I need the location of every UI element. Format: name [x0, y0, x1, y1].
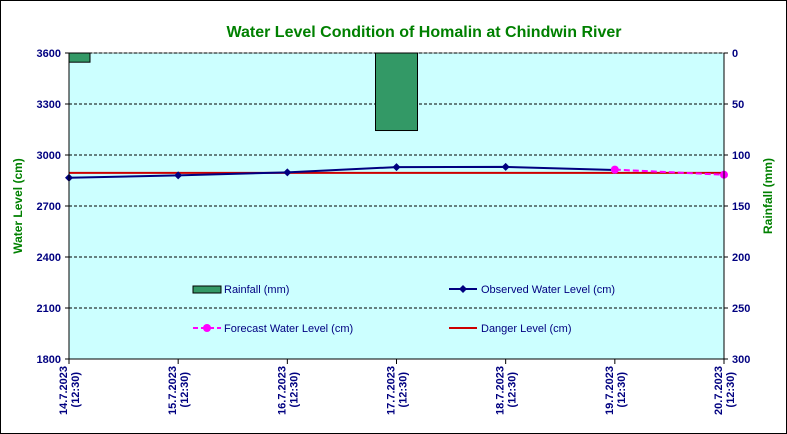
- chart-title: Water Level Condition of Homalin at Chin…: [227, 24, 622, 41]
- y-axis-title: Water Level (cm): [11, 158, 25, 254]
- y2-tick-label: 300: [732, 354, 750, 366]
- y2-tick-label: 150: [732, 201, 750, 213]
- x-tick-time-label: (12:30): [398, 372, 410, 408]
- observed-point: [392, 163, 401, 172]
- y2-tick-label: 50: [732, 99, 744, 111]
- forecast-point: [610, 165, 619, 174]
- observed-point: [174, 171, 183, 180]
- x-tick-time-label: (12:30): [179, 372, 191, 408]
- x-tick-label-group: 18.7.2023 (12:30): [495, 366, 519, 415]
- y2-tick-label: 200: [732, 252, 750, 264]
- x-tick-date-label: 17.7.2023: [386, 366, 398, 415]
- x-tick-time-label: (12:30): [616, 372, 628, 408]
- y-tick-label: 3300: [37, 99, 61, 111]
- y2-tick-label: 0: [732, 48, 738, 60]
- x-tick-label-group: 17.7.2023 (12:30): [386, 366, 410, 415]
- x-tick-time-label: (12:30): [70, 372, 82, 408]
- y2-tick-label: 250: [732, 303, 750, 315]
- x-tick-label-group: 14.7.2023 (12:30): [58, 366, 82, 415]
- x-tick-label-group: 15.7.2023 (12:30): [167, 366, 191, 415]
- legend-forecast-marker: [203, 324, 211, 332]
- x-tick-time-label: (12:30): [288, 372, 300, 408]
- y-tick-label: 2400: [37, 252, 61, 264]
- x-tick-date-label: 19.7.2023: [604, 366, 616, 415]
- rainfall-bars: [68, 52, 418, 132]
- x-tick-date-label: 18.7.2023: [495, 366, 507, 415]
- y-tick-label: 2100: [37, 303, 61, 315]
- rainfall-bar: [68, 52, 91, 63]
- y2-tick-label: 100: [732, 150, 750, 162]
- y-tick-label: 3600: [37, 48, 61, 60]
- x-tick-label-group: 16.7.2023 (12:30): [276, 366, 300, 415]
- legend-danger-label: Danger Level (cm): [481, 323, 571, 335]
- observed-water-level-line: [68, 165, 615, 179]
- y-tick-label: 2700: [37, 201, 61, 213]
- x-tick-label-group: 19.7.2023 (12:30): [604, 366, 628, 415]
- x-tick-date-label: 14.7.2023: [58, 366, 70, 415]
- legend-observed-label: Observed Water Level (cm): [481, 284, 615, 296]
- y-tick-label: 3000: [37, 150, 61, 162]
- legend-rainfall-swatch: [192, 285, 222, 294]
- legend-rainfall-label: Rainfall (mm): [224, 284, 289, 296]
- water-level-lines: [65, 162, 728, 182]
- x-tick-date-label: 20.7.2023: [713, 366, 725, 415]
- observed-point: [501, 162, 510, 171]
- observed-point: [283, 168, 292, 177]
- y2-axis-title: Rainfall (mm): [761, 158, 775, 234]
- legend-forecast-label: Forecast Water Level (cm): [224, 323, 353, 335]
- axes: 1800 2100 2400 2700 3000 3300 3600 0 50 100 150 200…: [37, 48, 751, 415]
- x-tick-time-label: (12:30): [507, 372, 519, 408]
- rainfall-bar: [375, 52, 418, 132]
- legend: Rainfall (mm) Observed Water Level (cm) Fo…: [192, 284, 615, 335]
- x-tick-time-label: (12:30): [725, 372, 737, 408]
- legend-observed-marker: [459, 285, 467, 293]
- x-tick-date-label: 15.7.2023: [167, 366, 179, 415]
- x-tick-date-label: 16.7.2023: [276, 366, 288, 415]
- x-tick-label-group: 20.7.2023 (12:30): [713, 366, 737, 415]
- forecast-water-level-line: [614, 168, 725, 176]
- y-tick-label: 1800: [37, 354, 61, 366]
